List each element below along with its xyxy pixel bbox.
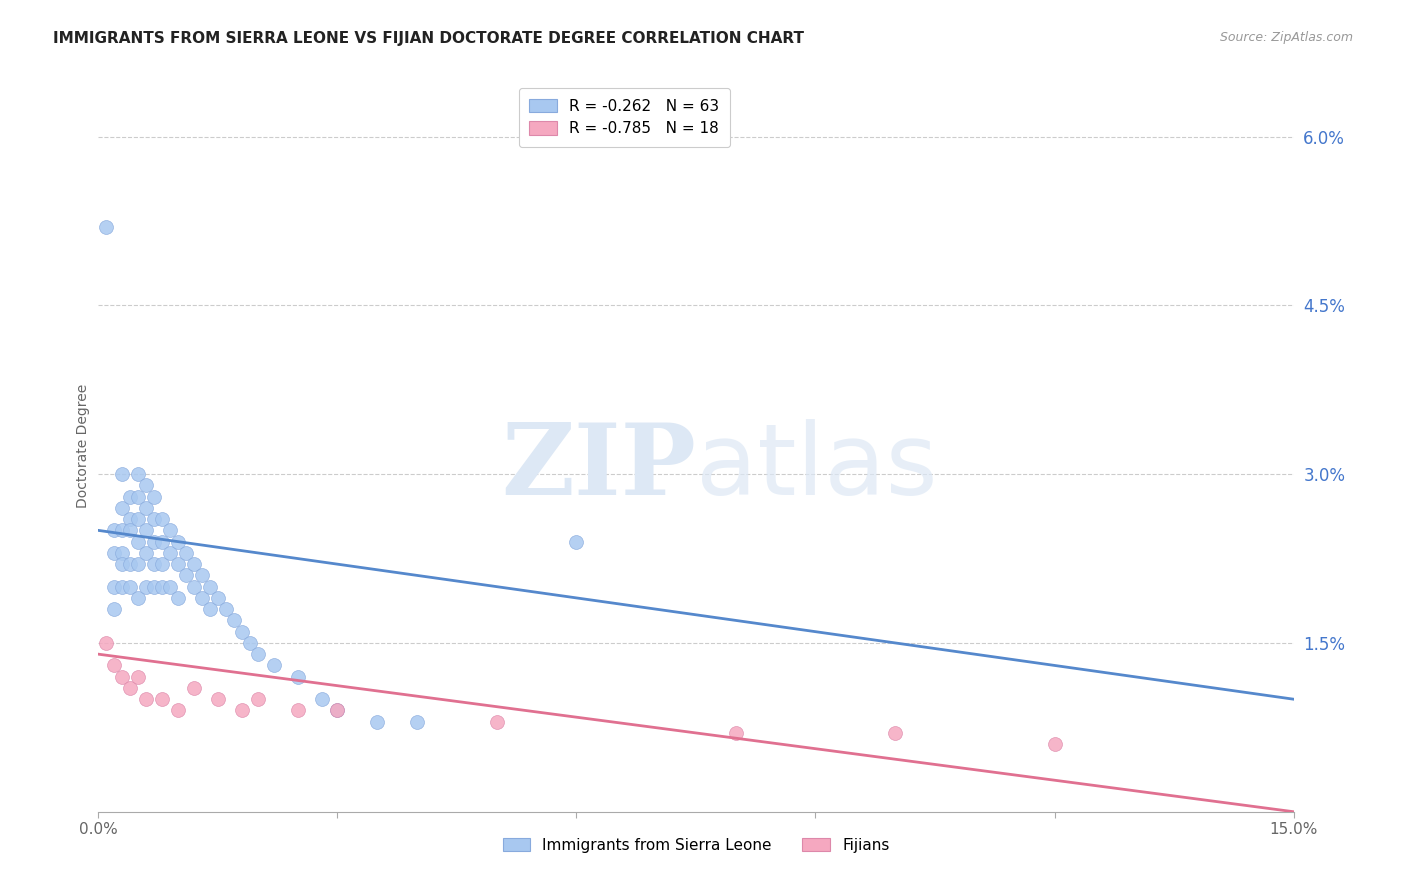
Y-axis label: Doctorate Degree: Doctorate Degree <box>76 384 90 508</box>
Point <box>884 726 907 740</box>
Point <box>198 602 221 616</box>
Point <box>207 692 229 706</box>
Point <box>246 692 269 706</box>
Point <box>127 490 149 504</box>
Point <box>103 546 125 560</box>
Point <box>135 500 157 515</box>
Point <box>406 714 429 729</box>
Point <box>135 580 157 594</box>
Point <box>311 692 333 706</box>
Point <box>135 478 157 492</box>
Point <box>96 219 118 234</box>
Point <box>103 580 125 594</box>
Point <box>222 614 245 628</box>
Point <box>183 681 205 695</box>
Point <box>111 670 134 684</box>
Point <box>150 557 173 571</box>
Point <box>111 546 134 560</box>
Point <box>183 557 205 571</box>
Point <box>127 670 149 684</box>
Point <box>326 703 349 717</box>
Point <box>167 591 190 605</box>
Point <box>366 714 388 729</box>
Point <box>111 467 134 482</box>
Point <box>231 624 253 639</box>
Text: IMMIGRANTS FROM SIERRA LEONE VS FIJIAN DOCTORATE DEGREE CORRELATION CHART: IMMIGRANTS FROM SIERRA LEONE VS FIJIAN D… <box>53 31 804 46</box>
Point <box>159 546 181 560</box>
Point <box>135 524 157 538</box>
Point <box>127 512 149 526</box>
Point <box>231 703 253 717</box>
Point <box>207 591 229 605</box>
Point <box>150 580 173 594</box>
Point <box>135 692 157 706</box>
Point <box>174 568 197 582</box>
Point <box>191 568 214 582</box>
Point <box>111 580 134 594</box>
Point <box>103 524 125 538</box>
Point <box>127 591 149 605</box>
Point <box>96 636 118 650</box>
Point <box>287 703 309 717</box>
Point <box>167 557 190 571</box>
Point <box>120 512 142 526</box>
Point <box>183 580 205 594</box>
Point <box>120 681 142 695</box>
Point <box>167 703 190 717</box>
Point <box>127 534 149 549</box>
Point <box>150 534 173 549</box>
Point <box>724 726 747 740</box>
Point <box>167 534 190 549</box>
Point <box>159 524 181 538</box>
Point <box>159 580 181 594</box>
Point <box>143 534 166 549</box>
Point <box>191 591 214 605</box>
Text: ZIP: ZIP <box>501 419 696 516</box>
Point <box>143 557 166 571</box>
Point <box>287 670 309 684</box>
Point <box>143 512 166 526</box>
Point <box>150 512 173 526</box>
Point <box>120 557 142 571</box>
Point <box>198 580 221 594</box>
Legend: Immigrants from Sierra Leone, Fijians: Immigrants from Sierra Leone, Fijians <box>496 831 896 859</box>
Point <box>111 500 134 515</box>
Point <box>127 467 149 482</box>
Point <box>215 602 238 616</box>
Point <box>127 557 149 571</box>
Point <box>150 692 173 706</box>
Point <box>1043 737 1066 751</box>
Point <box>103 602 125 616</box>
Point <box>120 490 142 504</box>
Text: Source: ZipAtlas.com: Source: ZipAtlas.com <box>1219 31 1353 45</box>
Point <box>111 524 134 538</box>
Point <box>143 580 166 594</box>
Point <box>120 524 142 538</box>
Point <box>246 647 269 661</box>
Point <box>263 658 285 673</box>
Point <box>143 490 166 504</box>
Point <box>111 557 134 571</box>
Point <box>135 546 157 560</box>
Point <box>239 636 262 650</box>
Point <box>485 714 508 729</box>
Text: atlas: atlas <box>696 419 938 516</box>
Point <box>120 580 142 594</box>
Point <box>103 658 125 673</box>
Point <box>326 703 349 717</box>
Point <box>565 534 588 549</box>
Point <box>174 546 197 560</box>
